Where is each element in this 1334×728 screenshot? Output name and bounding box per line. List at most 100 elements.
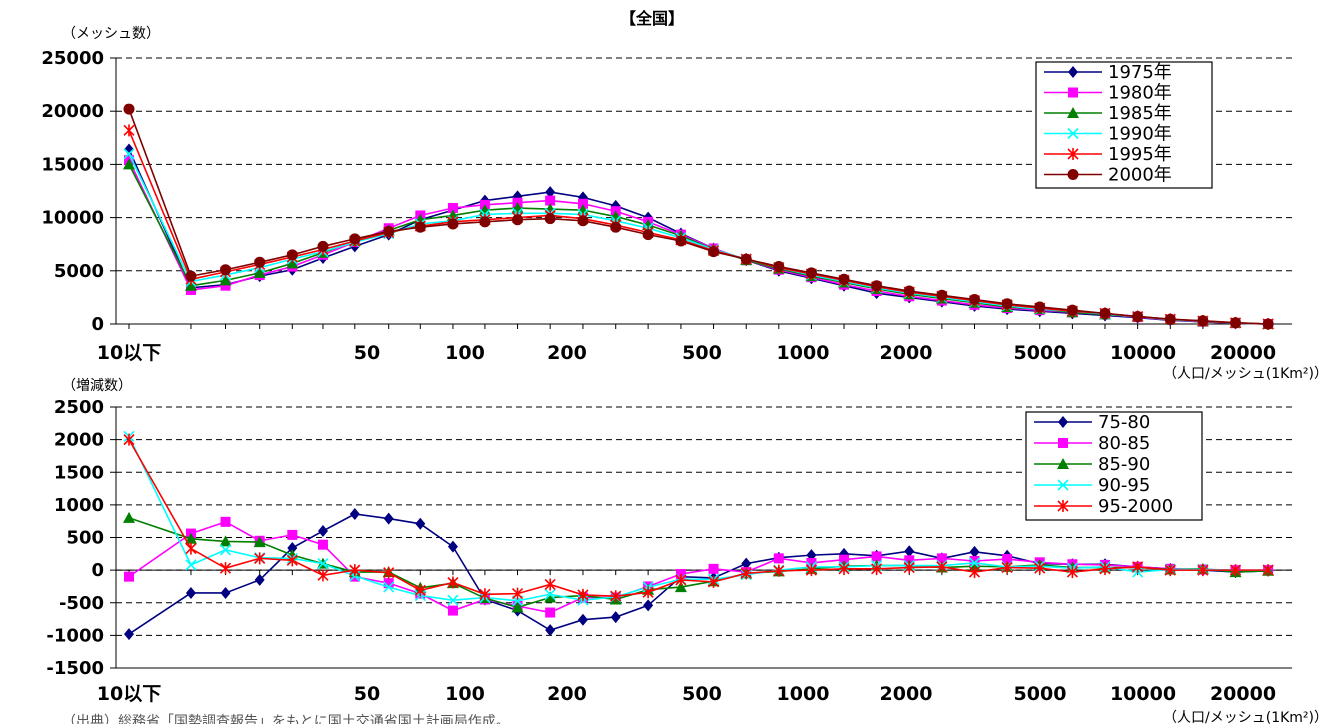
top-data-point-2000年	[1132, 311, 1144, 323]
bottom-data-point-75-80	[124, 628, 134, 641]
bottom-y-tick-label: -1000	[46, 625, 104, 646]
bottom-legend-marker-95-2000	[1057, 500, 1069, 512]
bottom-data-point-85-90	[219, 535, 232, 547]
top-data-point-1995年	[123, 124, 135, 137]
bottom-data-point-95-2000	[968, 566, 981, 579]
bottom-data-point-75-80	[545, 624, 556, 637]
bottom-legend-label: 80-85	[1098, 433, 1150, 454]
bottom-data-point-85-90	[511, 601, 524, 613]
bottom-series-line-75-80	[128, 513, 1269, 635]
top-y-tick-label: 5000	[54, 261, 104, 282]
top-data-point-1980年	[577, 198, 588, 209]
bottom-data-point-75-80	[741, 557, 752, 570]
bottom-data-point-95-2000	[123, 433, 135, 446]
bottom-data-point-80-85	[220, 516, 231, 527]
top-x-axis-label: （人口/メッシュ(1Km²)）	[1163, 366, 1328, 382]
bottom-legend-marker-80-85	[1058, 438, 1068, 448]
bottom-data-point-90-95	[219, 544, 232, 556]
top-legend-label: 1995年	[1108, 144, 1172, 165]
bottom-data-point-80-85	[839, 554, 850, 565]
top-data-point-1980年	[545, 195, 556, 206]
top-data-point-2000年	[383, 225, 395, 237]
top-x-tick-label: 50	[354, 342, 380, 364]
top-data-point-2000年	[773, 261, 785, 273]
bottom-data-point-95-2000	[642, 586, 654, 599]
bottom-data-point-75-80	[349, 508, 360, 521]
bottom-legend-label: 95-2000	[1098, 496, 1173, 517]
top-data-point-2000年	[577, 215, 589, 227]
bottom-legend-box	[1025, 411, 1203, 521]
bottom-legend-label: 85-90	[1098, 454, 1150, 475]
bottom-legend-marker-90-95	[1057, 479, 1069, 491]
bottom-x-axis-label: （人口/メッシュ(1Km²)）	[1163, 710, 1328, 724]
top-data-point-2000年	[708, 246, 720, 258]
bottom-data-point-95-2000	[447, 576, 459, 589]
top-data-point-2000年	[286, 249, 298, 261]
bottom-data-point-95-2000	[1164, 564, 1176, 577]
bottom-legend-label: 75-80	[1098, 412, 1150, 433]
top-x-tick-label: 10000	[1110, 342, 1176, 364]
bottom-data-point-95-2000	[707, 575, 720, 588]
top-data-point-2000年	[642, 229, 654, 241]
bottom-data-point-80-85	[871, 551, 882, 562]
bottom-x-tick-label: 10以下	[97, 683, 161, 705]
bottom-x-tick-label: 100	[445, 683, 485, 705]
top-x-tick-label: 100	[445, 342, 485, 364]
top-x-tick-label: 1000	[777, 342, 830, 364]
bottom-data-point-90-95	[968, 557, 981, 569]
top-x-tick-label: 2000	[880, 342, 933, 364]
top-data-point-2000年	[185, 270, 197, 282]
top-x-tick-label: 500	[682, 342, 722, 364]
top-y-tick-label: 0	[91, 314, 104, 335]
top-data-point-1980年	[220, 280, 231, 291]
top-data-point-2000年	[414, 221, 426, 233]
bottom-data-point-75-80	[610, 611, 621, 624]
top-x-tick-label: 10以下	[97, 342, 161, 364]
bottom-data-point-75-80	[220, 586, 231, 599]
bottom-data-point-80-85	[124, 571, 134, 582]
bottom-legend-label: 90-95	[1098, 475, 1150, 496]
bottom-data-point-75-80	[317, 524, 328, 537]
top-data-point-2000年	[1001, 298, 1013, 310]
bottom-data-point-95-2000	[479, 588, 491, 601]
top-data-point-2000年	[1197, 315, 1209, 327]
bottom-data-point-75-80	[254, 573, 265, 586]
top-legend-label: 1985年	[1108, 103, 1172, 124]
bottom-data-point-95-2000	[1001, 561, 1013, 574]
bottom-y-tick-label: 500	[66, 528, 104, 549]
bottom-data-point-90-95	[317, 558, 329, 570]
top-legend-label: 1990年	[1108, 124, 1172, 145]
bottom-x-tick-label: 1000	[777, 683, 830, 705]
top-legend-label: 1980年	[1108, 83, 1172, 104]
bottom-data-point-80-85	[936, 553, 947, 564]
top-data-point-2000年	[317, 240, 329, 252]
bottom-data-point-75-80	[287, 541, 298, 554]
bottom-x-tick-label: 2000	[880, 683, 933, 705]
bottom-data-point-95-2000	[773, 564, 785, 577]
bottom-data-point-95-2000	[805, 564, 818, 577]
bottom-x-tick-label: 5000	[1014, 683, 1067, 705]
top-legend-marker-1995年	[1067, 148, 1079, 160]
top-data-point-1975年	[124, 143, 134, 156]
bottom-data-point-80-85	[287, 529, 298, 540]
bottom-y-tick-label: -500	[59, 593, 104, 614]
bottom-chart-panel: -1500 -1000 -500 0 500 1000 1500 2000 2500 10以下 50…	[46, 397, 1292, 705]
bottom-data-point-95-2000	[871, 562, 883, 575]
bottom-y-tick-label: 2000	[54, 430, 104, 451]
top-data-point-2000年	[969, 294, 981, 306]
bottom-data-point-95-2000	[577, 588, 589, 601]
top-legend-marker-1990年	[1067, 127, 1079, 140]
top-data-point-2000年	[838, 273, 850, 285]
bottom-data-point-95-2000	[936, 560, 948, 573]
bottom-data-point-95-2000	[219, 562, 232, 575]
bottom-data-point-75-80	[969, 545, 980, 558]
top-data-point-1985年	[219, 274, 232, 286]
bottom-data-point-95-2000	[1229, 564, 1242, 577]
bottom-legend-marker-85-90	[1057, 458, 1069, 469]
bottom-data-point-95-2000	[185, 542, 197, 555]
source-note: （出典）総務省「国勢調査報告」をもとに国土交通省国土計画局作成。	[62, 713, 510, 724]
bottom-data-point-85-90	[253, 536, 266, 548]
bottom-y-tick-label: 1500	[54, 462, 104, 483]
